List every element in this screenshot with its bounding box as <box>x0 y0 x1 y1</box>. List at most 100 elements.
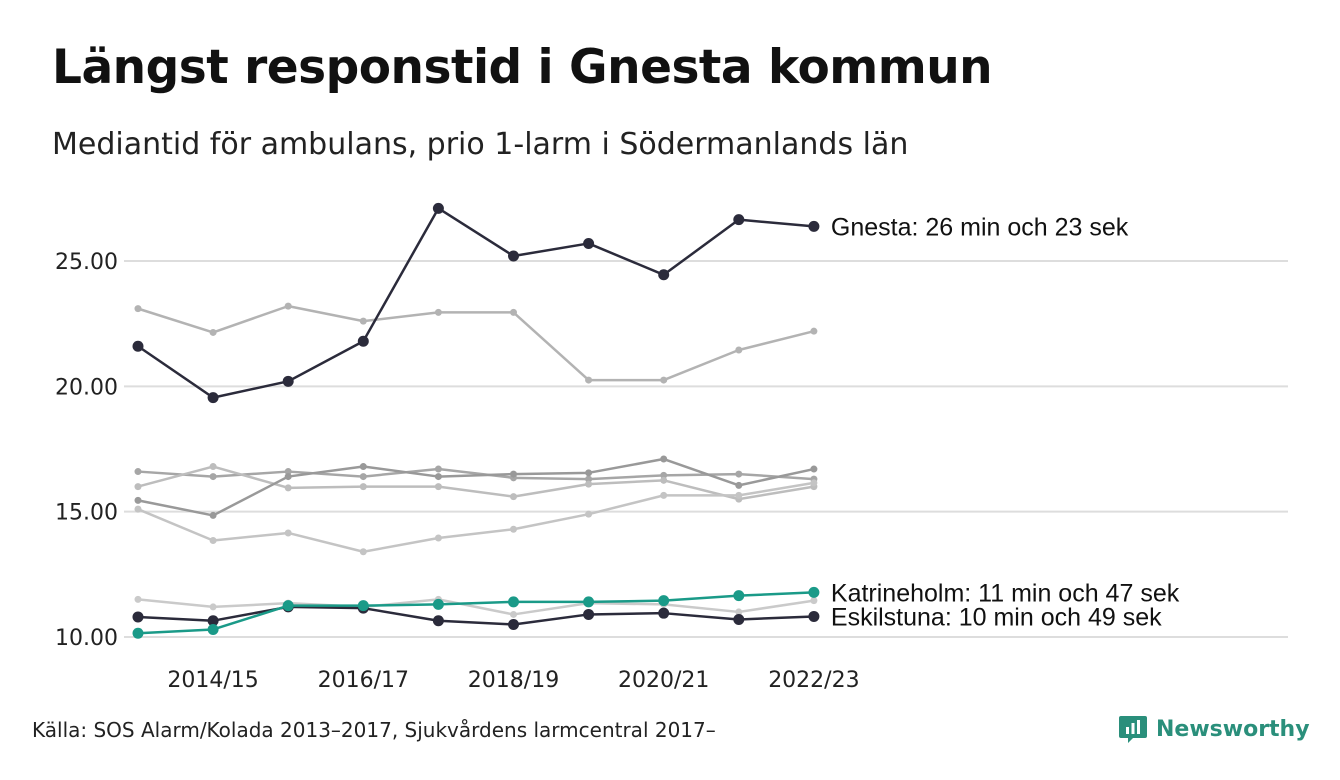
data-point <box>434 534 442 542</box>
data-point <box>134 505 142 513</box>
y-tick-label: 25.00 <box>55 250 118 275</box>
data-point <box>282 600 294 612</box>
data-point <box>585 480 593 488</box>
data-point <box>583 596 595 608</box>
data-point <box>660 455 668 463</box>
data-point <box>207 623 219 635</box>
data-point <box>585 475 593 483</box>
brand-name: Newsworthy <box>1156 716 1310 742</box>
x-tick-label: 2020/21 <box>618 668 709 693</box>
data-point <box>359 463 367 471</box>
data-point <box>660 471 668 479</box>
series-line-bg5 <box>137 481 815 554</box>
data-point <box>209 511 217 519</box>
data-point <box>660 376 668 384</box>
data-point <box>735 491 743 499</box>
newsworthy-logo: Newsworthy <box>1118 714 1310 744</box>
data-point <box>810 479 818 487</box>
data-point <box>134 483 142 491</box>
series-bg1 <box>134 302 818 384</box>
data-point <box>357 600 369 612</box>
data-point <box>284 484 292 492</box>
data-point <box>434 465 442 473</box>
data-point <box>134 496 142 504</box>
series-line-bg6 <box>137 598 815 616</box>
data-point <box>583 608 595 620</box>
data-point <box>207 615 219 627</box>
data-point <box>810 597 818 605</box>
data-point <box>284 302 292 310</box>
data-point <box>207 392 219 404</box>
data-point <box>209 328 217 336</box>
data-point <box>658 595 670 607</box>
x-tick-label: 2022/23 <box>768 668 859 693</box>
data-point <box>508 596 519 608</box>
data-point <box>132 611 144 623</box>
data-point <box>359 317 367 325</box>
data-point <box>810 465 818 473</box>
data-point <box>434 473 442 481</box>
data-point <box>735 481 743 489</box>
data-point <box>660 491 668 499</box>
series-bg3 <box>134 463 818 503</box>
data-point <box>134 305 142 313</box>
y-tick-label: 10.00 <box>55 626 118 651</box>
data-point <box>434 483 442 491</box>
series-end-label: Eskilstuna: 10 min och 49 sek <box>831 603 1162 631</box>
data-point <box>510 308 517 316</box>
chart-subtitle: Mediantid för ambulans, prio 1-larm i Sö… <box>52 127 909 162</box>
chart-title: Längst responstid i Gnesta kommun <box>52 40 993 95</box>
data-point <box>134 595 142 603</box>
data-point <box>209 463 217 471</box>
data-point <box>735 470 743 478</box>
series-bg5 <box>134 479 818 556</box>
data-point <box>658 269 670 281</box>
data-point <box>733 613 745 625</box>
data-point <box>132 627 144 639</box>
data-point <box>585 376 593 384</box>
data-point <box>585 510 593 518</box>
series-line-gnesta <box>137 207 815 399</box>
data-point <box>434 308 442 316</box>
series-line-eskilstuna <box>137 605 814 626</box>
data-point <box>134 468 142 476</box>
data-point <box>510 493 517 501</box>
data-point <box>209 473 217 481</box>
data-point <box>810 327 818 335</box>
series-end-label: Gnesta: 26 min och 23 sek <box>831 213 1129 241</box>
series-bg6 <box>134 595 818 618</box>
data-point <box>284 473 292 481</box>
data-point <box>359 548 367 556</box>
data-point <box>284 468 292 476</box>
series-bg2 <box>134 465 818 483</box>
x-tick-label: 2014/15 <box>167 668 258 693</box>
x-tick-label: 2016/17 <box>318 668 409 693</box>
data-point <box>660 476 668 484</box>
source-note: Källa: SOS Alarm/Kolada 2013–2017, Sjukv… <box>32 718 716 742</box>
data-point <box>733 214 745 226</box>
data-point <box>359 483 367 491</box>
series-gnesta <box>132 202 820 404</box>
data-point <box>508 250 519 262</box>
data-point <box>583 237 595 249</box>
data-point <box>735 608 743 616</box>
data-point <box>282 375 294 387</box>
series-line-bg3 <box>137 465 815 501</box>
data-point <box>432 598 444 610</box>
data-point <box>209 603 217 611</box>
series-line-katrineholm <box>137 591 814 635</box>
data-point <box>432 202 444 214</box>
data-point <box>808 220 820 232</box>
newsworthy-logo-icon <box>1119 716 1147 743</box>
data-point <box>132 340 144 352</box>
data-point <box>658 607 670 619</box>
data-point <box>357 335 369 347</box>
series-eskilstuna <box>132 601 820 630</box>
y-tick-label: 20.00 <box>55 375 118 400</box>
series-line-bg1 <box>137 304 815 382</box>
data-point <box>209 536 217 544</box>
series-line-bg4 <box>137 457 815 517</box>
y-tick-label: 15.00 <box>55 501 118 526</box>
data-point <box>508 618 519 630</box>
